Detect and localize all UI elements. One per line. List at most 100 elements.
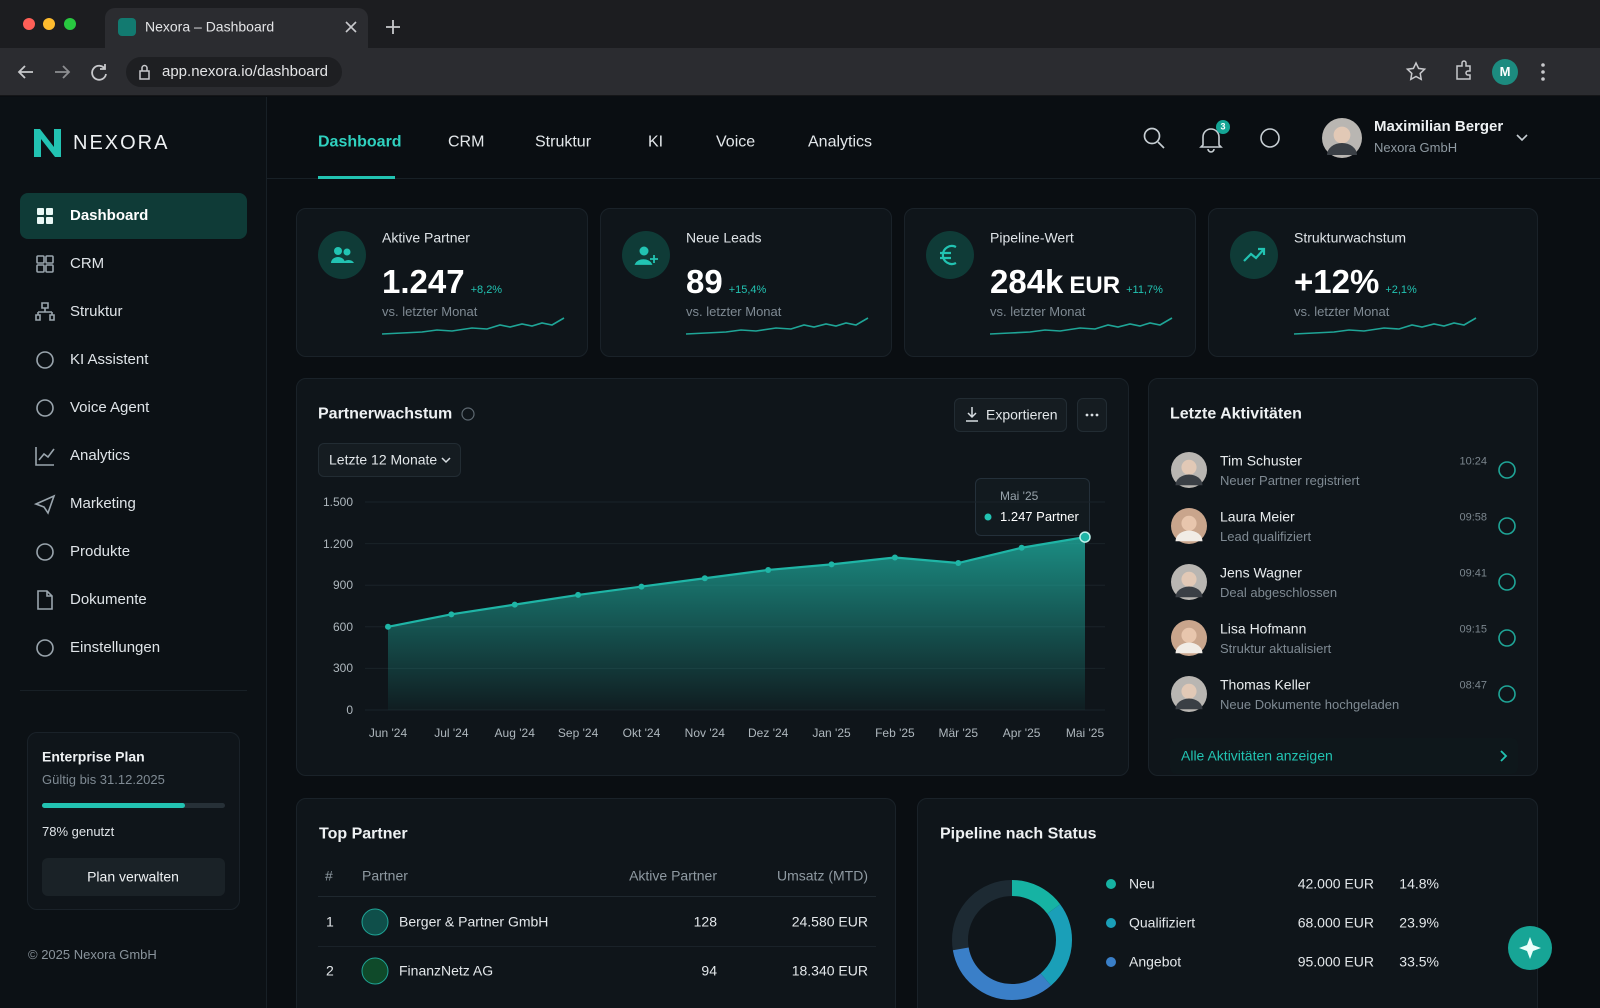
top-tab[interactable]: KI bbox=[648, 133, 664, 151]
back bbox=[17, 65, 33, 79]
nav-item[interactable]: Struktur bbox=[70, 303, 123, 320]
top-tab[interactable]: CRM bbox=[448, 133, 485, 151]
data-point bbox=[1018, 544, 1025, 551]
download-icon bbox=[966, 407, 978, 422]
range-dropdown[interactable] bbox=[318, 443, 461, 477]
footer: © 2025 Nexora GmbH bbox=[28, 947, 157, 963]
table-header: Partner bbox=[362, 867, 408, 884]
active-tab bbox=[105, 8, 368, 48]
menu-dot bbox=[1541, 77, 1545, 81]
export-label[interactable]: Exportieren bbox=[986, 406, 1058, 423]
tooltip-dot bbox=[984, 513, 992, 521]
plan-title: Enterprise Plan bbox=[42, 748, 145, 765]
nav-icon bbox=[37, 217, 44, 224]
kpi-delta: +8,2% bbox=[470, 284, 503, 296]
info-icon bbox=[461, 407, 475, 421]
avatar-body bbox=[1175, 586, 1203, 598]
window-control bbox=[64, 18, 76, 30]
nav-item[interactable]: CRM bbox=[70, 255, 105, 272]
activity-name: Tim Schuster bbox=[1220, 452, 1302, 469]
legend-label: Angebot bbox=[1129, 953, 1182, 970]
kpi-sub: vs. letzter Monat bbox=[686, 304, 782, 320]
nav-item[interactable]: KI Assistent bbox=[70, 351, 149, 368]
top-tab[interactable]: Voice bbox=[716, 133, 756, 151]
activity-action: Lead qualifiziert bbox=[1220, 529, 1312, 545]
partner-logo bbox=[361, 957, 389, 985]
activity-time: 09:41 bbox=[1459, 567, 1487, 580]
sidebar-divider bbox=[20, 690, 247, 691]
kpi-icon bbox=[1243, 247, 1266, 262]
activity-icon bbox=[1498, 685, 1516, 703]
nav-item[interactable]: Produkte bbox=[70, 543, 131, 560]
plan-button-label[interactable]: Plan verwalten bbox=[87, 868, 179, 885]
data-point bbox=[701, 575, 708, 582]
profile-initial: M bbox=[1499, 64, 1511, 80]
menu-dot bbox=[1541, 70, 1545, 74]
table-cell: Berger & Partner GmbH bbox=[399, 913, 549, 930]
window-control bbox=[23, 18, 35, 30]
table-cell: FinanzNetz AG bbox=[399, 962, 494, 979]
activity-link[interactable]: Alle Aktivitäten anzeigen bbox=[1181, 747, 1333, 764]
nav-item[interactable]: Analytics bbox=[70, 447, 131, 464]
nav-icon bbox=[36, 639, 54, 657]
legend-share: 23.9% bbox=[1399, 914, 1439, 931]
pipeline-card bbox=[917, 798, 1538, 1008]
y-tick-label: 0 bbox=[346, 702, 353, 717]
avatar-body bbox=[1175, 474, 1203, 486]
avatar-head bbox=[1181, 627, 1197, 643]
chart-title: Partnerwachstum bbox=[318, 405, 453, 423]
nav-item[interactable]: Einstellungen bbox=[70, 639, 161, 656]
avatar-body bbox=[1327, 143, 1357, 155]
nav-item[interactable]: Voice Agent bbox=[70, 399, 150, 416]
table-cell: 18.340 EUR bbox=[791, 962, 868, 979]
partner-logo bbox=[361, 908, 389, 936]
range-label[interactable]: Letzte 12 Monate bbox=[329, 451, 438, 468]
assistant-icon bbox=[1519, 937, 1541, 959]
tooltip-value: 1.247 Partner bbox=[1000, 509, 1079, 525]
nav-icon bbox=[37, 208, 44, 215]
avatar-head bbox=[1181, 459, 1197, 475]
bookmark bbox=[1405, 61, 1427, 81]
table-title: Top Partner bbox=[319, 825, 408, 843]
user-company: Nexora GmbH bbox=[1374, 140, 1458, 156]
dropdown-chevron bbox=[441, 457, 451, 464]
data-point bbox=[765, 566, 772, 573]
table-cell: 128 bbox=[693, 913, 717, 930]
x-tick-label: Jul '24 bbox=[434, 725, 469, 740]
nav-item[interactable]: Dashboard bbox=[70, 207, 149, 224]
kpi-value: +12% bbox=[1294, 263, 1380, 300]
activity-icon bbox=[1498, 629, 1516, 647]
legend-dot bbox=[1106, 957, 1116, 967]
activity-link-bg[interactable] bbox=[1170, 738, 1518, 774]
x-tick-label: Apr '25 bbox=[1002, 725, 1041, 740]
url: app.nexora.io/dashboard bbox=[162, 63, 328, 80]
activity-action: Neue Dokumente hochgeladen bbox=[1220, 697, 1400, 713]
activity-action: Deal abgeschlossen bbox=[1220, 585, 1338, 601]
nav-active-bg[interactable] bbox=[20, 193, 247, 239]
y-tick-label: 1.500 bbox=[322, 494, 353, 509]
area bbox=[388, 537, 1085, 710]
table-cell: 1 bbox=[326, 913, 334, 930]
top-tab[interactable]: Dashboard bbox=[318, 133, 402, 151]
kpi-sparkline bbox=[1293, 317, 1477, 335]
table-header: Umsatz (MTD) bbox=[777, 867, 868, 884]
kpi-sparkline bbox=[381, 317, 565, 335]
export-button[interactable] bbox=[954, 398, 1067, 432]
legend-dot bbox=[1106, 918, 1116, 928]
kpi-value: 284k bbox=[990, 263, 1064, 300]
kpi-title: Pipeline-Wert bbox=[990, 229, 1074, 246]
nav-icon bbox=[35, 302, 55, 321]
nav-item[interactable]: Marketing bbox=[70, 495, 136, 512]
plan-button[interactable] bbox=[42, 858, 225, 896]
nav-item[interactable]: Dokumente bbox=[70, 591, 147, 608]
line bbox=[387, 535, 1086, 628]
avatar-head bbox=[1181, 571, 1197, 587]
url-bar[interactable] bbox=[126, 57, 342, 87]
top-tab[interactable]: Analytics bbox=[808, 133, 873, 151]
activity-title: Letzte Aktivitäten bbox=[1170, 405, 1302, 423]
activity-name: Lisa Hofmann bbox=[1220, 620, 1307, 637]
topnav-border bbox=[267, 178, 1600, 179]
kpi-sub: vs. letzter Monat bbox=[1294, 304, 1390, 320]
top-tab[interactable]: Struktur bbox=[535, 133, 592, 151]
